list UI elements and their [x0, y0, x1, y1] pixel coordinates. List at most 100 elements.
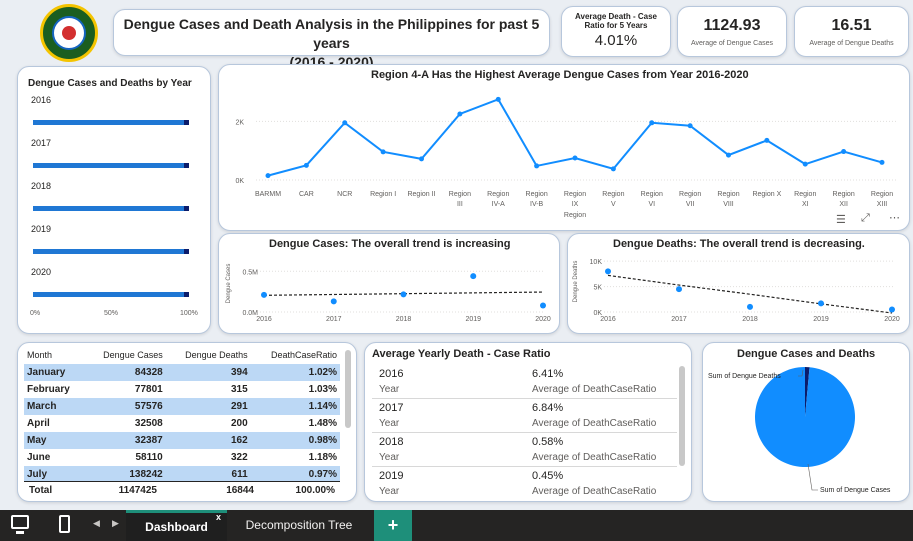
region-point[interactable] [879, 159, 885, 165]
table-row[interactable]: May 32387 162 0.98% [24, 432, 340, 449]
deaths-trend-y-tick: 0K [593, 310, 602, 317]
cases-trend-chart[interactable]: 0.5M 0.0M Dengue Cases 2016 2017 2018 2019 2020 [218, 233, 560, 334]
region-x-tick: Region X [752, 191, 781, 198]
next-page-icon[interactable]: ▶ [112, 518, 119, 528]
month-table-viewport[interactable]: Month Dengue Cases Dengue Deaths DeathCa… [24, 346, 340, 481]
region-x-tick: BARMM [255, 191, 281, 198]
region-point[interactable] [802, 161, 808, 167]
ratio-row[interactable]: 2019 Year 0.45% Average of DeathCaseRatio [372, 467, 677, 500]
filter-icon[interactable]: ☰ [836, 214, 846, 226]
by-year-deaths-bar[interactable] [184, 292, 189, 297]
deaths-trend-point[interactable] [818, 300, 824, 307]
kpi-ratio-value: 4.01% [594, 32, 638, 49]
by-year-label: 2020 [31, 267, 52, 277]
ratio-row[interactable]: 2018 Year 0.58% Average of DeathCaseRatio [372, 433, 677, 467]
focus-mode-icon[interactable]: ⤢ [861, 212, 870, 224]
mobile-view-icon[interactable] [59, 515, 70, 533]
deaths-trend-point[interactable] [676, 286, 682, 293]
region-point[interactable] [649, 120, 655, 126]
cases-trend-card[interactable] [218, 233, 560, 334]
more-options-icon[interactable]: ⋯ [889, 212, 900, 224]
tab-decomposition-tree[interactable]: Decomposition Tree [232, 510, 366, 541]
table-row[interactable]: January 84328 394 1.02% [24, 364, 340, 381]
region-point[interactable] [303, 162, 309, 168]
region-point[interactable] [457, 111, 463, 117]
by-year-label: 2018 [31, 181, 52, 191]
cases-trend-x-tick: 2020 [535, 316, 551, 323]
region-point[interactable] [764, 137, 770, 143]
by-year-deaths-bar[interactable] [184, 163, 189, 168]
region-point[interactable] [265, 173, 271, 179]
deaths-trend-point[interactable] [889, 306, 895, 313]
region-x-tick: Region [833, 191, 855, 198]
cases-trend-point[interactable] [261, 291, 267, 298]
cases-cell: 77801 [134, 384, 163, 395]
deaths-trend-point[interactable] [605, 268, 611, 275]
region-line-chart[interactable]: 0K 2K BARMM CAR NCR Region I Region II Region II… [218, 64, 910, 231]
deaths-trend-chart[interactable]: 10K 5K 0K Dengue Deaths 2016 2017 2018 2019 2020 [567, 233, 910, 334]
cases-trend-point[interactable] [470, 273, 477, 280]
table-row[interactable]: April 32508 200 1.48% [24, 415, 340, 432]
pie-slice-cases[interactable] [755, 367, 855, 467]
month-cell: January [24, 364, 85, 381]
table-row[interactable]: February 77801 315 1.03% [24, 381, 340, 398]
region-point[interactable] [380, 149, 386, 155]
ratio-cell: 0.97% [250, 466, 340, 481]
prev-page-icon[interactable]: ◀ [93, 518, 100, 528]
cases-trend-point[interactable] [330, 298, 337, 305]
by-year-cases-bar[interactable] [33, 292, 189, 297]
region-point[interactable] [495, 96, 501, 102]
by-year-card[interactable] [17, 66, 211, 334]
region-point[interactable] [572, 155, 578, 161]
header-ratio[interactable]: DeathCaseRatio [270, 350, 337, 360]
region-point[interactable] [419, 156, 424, 162]
ratio-row[interactable]: 2016 Year 6.41% Average of DeathCaseRatio [372, 365, 677, 399]
header-deaths[interactable]: Dengue Deaths [185, 350, 248, 360]
region-point[interactable] [534, 163, 540, 169]
by-year-deaths-bar[interactable] [184, 206, 189, 211]
region-x-tick: Region I [370, 191, 396, 198]
month-cell: June [27, 452, 51, 463]
deaths-trend-point[interactable] [747, 303, 753, 310]
tab-dashboard[interactable]: Dashboard [126, 510, 227, 541]
ratio-cell: 1.02% [250, 364, 340, 381]
by-year-cases-bar[interactable] [33, 206, 189, 211]
desktop-view-icon[interactable] [11, 515, 29, 529]
pie-chart[interactable]: Sum of Dengue Deaths Sum of Dengue Cases [702, 342, 910, 502]
region-point[interactable] [726, 152, 731, 158]
ratio-panel-card[interactable] [364, 342, 692, 502]
ratio-value: 0.58% [532, 436, 564, 448]
header-cases[interactable]: Dengue Cases [103, 350, 163, 360]
table-row[interactable]: June 58110 322 1.18% [24, 449, 340, 466]
cases-trend-x-tick: 2017 [326, 316, 342, 323]
month-table-scrollbar[interactable] [345, 350, 351, 428]
ratio-row[interactable]: 2017 Year 6.84% Average of DeathCaseRatio [372, 399, 677, 433]
pie-label-leader-deaths [798, 369, 804, 377]
header-month[interactable]: Month [27, 350, 53, 360]
by-year-cases-bar[interactable] [33, 249, 189, 254]
deaths-trend-card[interactable] [567, 233, 910, 334]
by-year-deaths-bar[interactable] [184, 249, 189, 254]
region-point[interactable] [610, 166, 616, 172]
ratio-panel-viewport[interactable]: 2016 Year 6.41% Average of DeathCaseRatio 20… [364, 364, 684, 500]
region-point[interactable] [342, 120, 348, 126]
add-page-button[interactable]: + [374, 510, 412, 541]
pie-slice-deaths[interactable] [805, 367, 810, 417]
close-tab-icon[interactable]: x [216, 512, 222, 522]
region-chart-card[interactable] [218, 64, 910, 231]
region-point[interactable] [687, 123, 693, 129]
cases-trend-point[interactable] [540, 302, 546, 309]
ratio-cell: 1.14% [250, 398, 340, 415]
ratio-panel-scrollbar[interactable] [679, 366, 685, 466]
table-row[interactable]: July 138242 611 0.97% [24, 466, 340, 481]
by-year-cases-bar[interactable] [33, 120, 189, 125]
by-year-cases-bar[interactable] [33, 163, 189, 168]
deaths-trend-x-tick: 2019 [813, 316, 829, 323]
region-point[interactable] [841, 149, 847, 155]
deaths-trend-y-label: Dengue Deaths [573, 261, 579, 303]
table-row[interactable]: March 57576 291 1.14% [24, 398, 340, 415]
ratio-value-label: Average of DeathCaseRatio [532, 418, 657, 429]
by-year-axis-100: 100% [180, 310, 198, 317]
by-year-deaths-bar[interactable] [184, 120, 189, 125]
cases-trend-point[interactable] [400, 291, 407, 298]
